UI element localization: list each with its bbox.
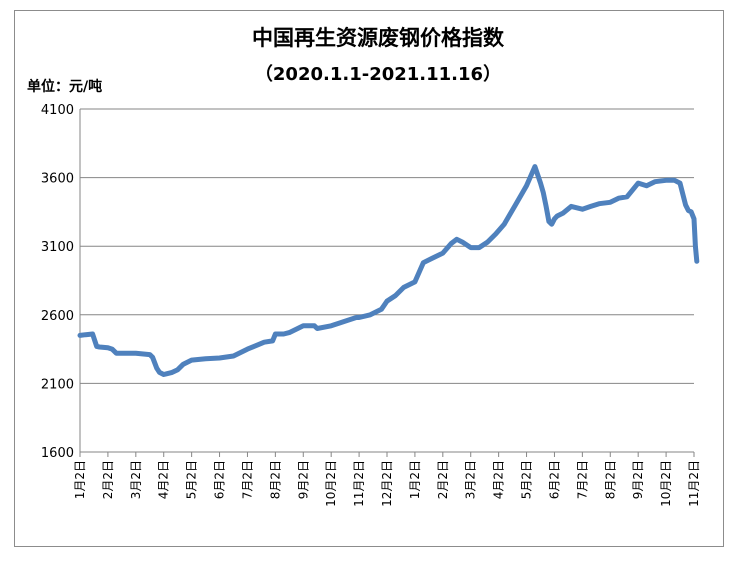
- x-tick-label: 6月2日: [547, 460, 561, 499]
- x-tick-label: 10月2日: [659, 460, 673, 507]
- x-tick-label: 3月2日: [464, 460, 478, 499]
- x-tick-label: 7月2日: [240, 460, 254, 499]
- x-tick-label: 1月2日: [408, 460, 422, 499]
- chart-subtitle: （2020.1.1-2021.11.16）: [254, 64, 502, 85]
- grid-layer: [80, 108, 694, 453]
- y-tick-labels: 1600 2100 2600 3100 3600 4100: [41, 103, 74, 461]
- x-tick-label: 2月2日: [101, 460, 115, 499]
- x-tick-label: 9月2日: [296, 460, 310, 499]
- x-tick-label: 8月2日: [603, 460, 617, 499]
- x-tick-label: 3月2日: [129, 460, 143, 499]
- series-line: [77, 164, 700, 377]
- x-tick-label: 8月2日: [268, 460, 282, 499]
- x-tick-label: 11月2日: [687, 460, 701, 507]
- x-tick-label: 10月2日: [324, 460, 338, 507]
- y-tick-label: 3600: [41, 172, 74, 187]
- x-tick-label: 1月2日: [73, 460, 87, 499]
- x-tick-label: 4月2日: [492, 460, 506, 499]
- x-tick-labels: 1月2日 2月2日 3月2日 4月2日 5月2日 6月2日 7月2日 8月2日 9月2日 10月2…: [73, 460, 701, 507]
- x-tick-label: 12月2日: [380, 460, 394, 507]
- y-tick-label: 3100: [41, 240, 74, 255]
- x-tick-label: 11月2日: [352, 460, 366, 507]
- x-tick-label: 9月2日: [631, 460, 645, 499]
- y-tick-label: 2600: [41, 309, 74, 324]
- chart-title: 中国再生资源废钢价格指数: [252, 26, 504, 50]
- axis-layer: [79, 109, 695, 457]
- y-tick-label: 2100: [41, 377, 74, 392]
- series-layer: [77, 164, 700, 377]
- x-tick-label: 5月2日: [185, 460, 199, 499]
- x-tick-label: 7月2日: [575, 460, 589, 499]
- y-tick-label: 1600: [41, 446, 74, 461]
- chart-frame: [14, 10, 724, 547]
- x-tick-label: 5月2日: [520, 460, 534, 499]
- x-tick-label: 2月2日: [436, 460, 450, 499]
- y-tick-label: 4100: [41, 103, 74, 118]
- unit-label: 单位：元/吨: [27, 79, 103, 95]
- x-tick-label: 4月2日: [157, 460, 171, 499]
- x-tick-label: 6月2日: [213, 460, 227, 499]
